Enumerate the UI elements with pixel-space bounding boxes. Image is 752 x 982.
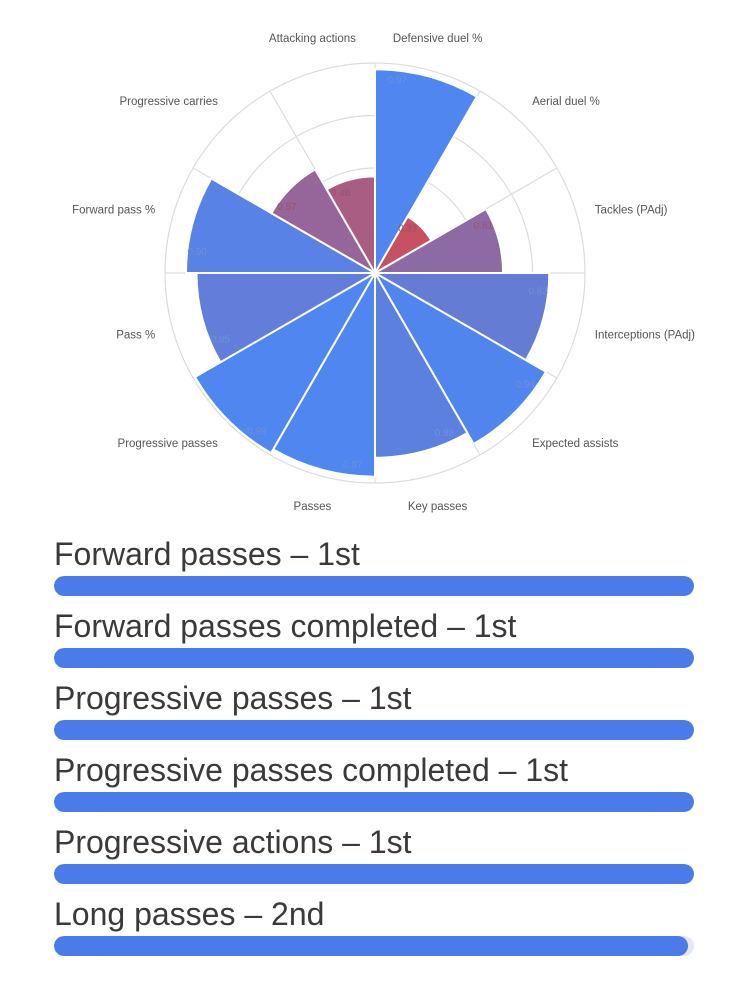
ranking-track (54, 792, 694, 812)
ranking-fill (54, 576, 694, 596)
value-label: 0.97 (343, 460, 363, 471)
bar-wedge (325, 175, 376, 277)
bar-wedge (371, 272, 551, 362)
ranking-label: Progressive actions – 1st (54, 824, 412, 860)
value-label: 0.31 (398, 223, 418, 234)
category-label: Attacking actions (269, 33, 356, 45)
ranking-track (54, 648, 694, 668)
category-label: Expected assists (532, 438, 619, 450)
ranking-label: Forward passes – 1st (54, 536, 360, 572)
category-label: Defensive duel % (393, 33, 483, 45)
ranking-item: Progressive passes completed – 1st (54, 746, 694, 818)
value-label: 0.83 (528, 287, 548, 298)
bar-wedge (269, 167, 378, 276)
ranking-fill (54, 720, 694, 740)
ranking-item: Forward passes – 1st (54, 530, 694, 602)
value-label: 0.57 (277, 202, 297, 213)
polar-chart-svg: 0.97 0.31 0.61 0.83 0.94 0.88 0.97 0.99 0.85 0.90… (72, 33, 695, 513)
value-label: 0.61 (474, 221, 494, 232)
category-label: Forward pass % (72, 204, 155, 216)
ranking-item: Progressive passes – 1st (54, 674, 694, 746)
category-label: Aerial duel % (532, 96, 600, 108)
bar-wedge (374, 269, 469, 459)
category-label: Pass % (116, 330, 155, 342)
value-label: 0.90 (187, 247, 207, 258)
bar-wedge (193, 270, 378, 455)
ranking-track (54, 576, 694, 596)
value-label: 0.99 (247, 427, 267, 438)
ranking-item: Progressive actions – 1st (54, 818, 694, 890)
value-label: 0.94 (516, 379, 536, 390)
value-label: 0.97 (388, 75, 408, 86)
ranking-item: Forward passes completed – 1st (54, 602, 694, 674)
ranking-fill (54, 648, 694, 668)
bar-wedge (374, 68, 479, 277)
category-label: Key passes (408, 501, 468, 513)
category-label: Progressive carries (119, 96, 218, 108)
ranking-track (54, 864, 694, 884)
bar-wedge (372, 270, 548, 446)
category-label: Progressive passes (118, 438, 219, 450)
polar-chart: 0.97 0.31 0.61 0.83 0.94 0.88 0.97 0.99 0.85 0.90… (72, 33, 695, 513)
ranking-fill (54, 936, 688, 956)
ranking-track (54, 936, 694, 956)
category-label: Interceptions (PAdj) (595, 330, 695, 342)
bar-wedge (184, 177, 379, 274)
ranking-fill (54, 864, 694, 884)
value-label: 0.85 (211, 335, 231, 346)
ranking-list: Forward passes – 1st Forward passes comp… (54, 530, 694, 962)
ranking-label: Forward passes completed – 1st (54, 608, 517, 644)
value-label: 0.88 (435, 428, 455, 439)
category-label: Passes (294, 501, 332, 513)
bar-wedge (271, 269, 376, 478)
ranking-label: Progressive passes – 1st (54, 680, 412, 716)
value-label: 0.46 (331, 188, 351, 199)
ranking-track (54, 720, 694, 740)
category-label: Tackles (PAdj) (595, 204, 668, 216)
ranking-item: Long passes – 2nd (54, 890, 694, 962)
ranking-label: Long passes – 2nd (54, 896, 325, 932)
bar-wedge (195, 272, 379, 364)
ranking-fill (54, 792, 694, 812)
ranking-label: Progressive passes completed – 1st (54, 752, 569, 788)
